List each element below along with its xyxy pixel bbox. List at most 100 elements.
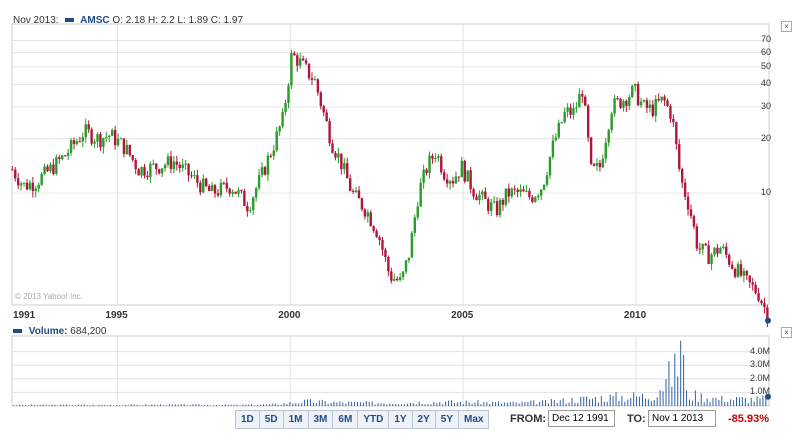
candle-body	[290, 53, 293, 86]
candle-body	[172, 161, 176, 169]
candle-body	[296, 55, 299, 66]
candle-body	[237, 190, 240, 194]
candle-body	[199, 182, 202, 193]
candle-body	[645, 100, 649, 108]
candle-body	[454, 176, 458, 184]
candle-body	[501, 199, 505, 205]
close-icon[interactable]: ×	[781, 21, 792, 32]
range-button-3m[interactable]: 3M	[307, 410, 333, 429]
candle-body	[531, 197, 534, 202]
candle-body	[478, 194, 481, 201]
candle-body	[196, 175, 199, 183]
candle-body	[525, 190, 528, 192]
candle-body	[301, 58, 305, 61]
range-button-5d[interactable]: 5D	[258, 410, 283, 429]
candle-body	[695, 226, 699, 249]
candle-body	[569, 107, 572, 115]
candle-body	[387, 257, 390, 272]
candle-body	[698, 248, 702, 250]
candle-body	[343, 163, 346, 170]
candle-body	[495, 201, 499, 216]
candle-body	[334, 152, 337, 158]
symbol-label: AMSC	[80, 15, 110, 26]
candle-body	[313, 79, 317, 81]
price-tick-label: 30	[760, 100, 771, 111]
candle-body	[93, 141, 96, 144]
candle-body	[445, 179, 449, 184]
candle-body	[604, 142, 607, 159]
candle-body	[322, 106, 325, 113]
candle-body	[281, 111, 284, 127]
candle-body	[601, 158, 605, 168]
time-tick-label: 2010	[623, 310, 647, 321]
range-button-max[interactable]: Max	[458, 410, 490, 429]
candle-body	[472, 189, 475, 197]
range-button-1m[interactable]: 1M	[282, 410, 308, 429]
candle-body	[272, 150, 275, 156]
from-date-input[interactable]	[548, 410, 615, 427]
candle-body	[413, 217, 417, 234]
range-button-ytd[interactable]: YTD	[357, 410, 389, 429]
candle-body	[137, 169, 140, 176]
candle-body	[202, 178, 205, 193]
candle-body	[704, 243, 707, 246]
candle-body	[96, 134, 99, 142]
candle-body	[713, 247, 716, 255]
candle-body	[128, 144, 132, 156]
volume-close-icon[interactable]: ×	[781, 327, 792, 338]
candle-body	[598, 162, 602, 168]
candle-body	[263, 167, 267, 175]
range-button-1y[interactable]: 1Y	[388, 410, 412, 429]
candle-body	[16, 178, 20, 186]
candle-body	[25, 182, 29, 190]
candle-body	[560, 122, 563, 124]
candle-body	[34, 188, 37, 192]
candle-body	[49, 164, 52, 172]
candle-body	[31, 182, 35, 192]
candle-body	[537, 195, 540, 198]
candle-body	[152, 163, 155, 165]
candle-body	[595, 162, 599, 166]
candle-body	[719, 248, 722, 254]
candle-body	[348, 178, 352, 191]
range-button-1d[interactable]: 1D	[235, 410, 259, 429]
candle-body	[487, 199, 490, 211]
price-tick-label: 50	[760, 60, 771, 71]
candle-body	[357, 190, 361, 199]
candle-body	[722, 246, 725, 249]
candle-body	[648, 104, 652, 108]
candle-body	[178, 164, 181, 169]
candle-body	[210, 185, 214, 192]
range-button-6m[interactable]: 6M	[332, 410, 358, 429]
ohlc-values: O: 2.18 H: 2.2 L: 1.89 C: 1.97	[112, 15, 244, 26]
candle-body	[102, 138, 105, 148]
candle-body	[246, 205, 249, 212]
range-button-5y[interactable]: 5Y	[434, 410, 459, 429]
candle-body	[287, 85, 290, 103]
candle-body	[686, 196, 690, 210]
candle-body	[607, 130, 610, 143]
candle-body	[539, 189, 543, 196]
candle-body	[727, 254, 731, 265]
candle-body	[716, 247, 719, 254]
range-button-2y[interactable]: 2Y	[411, 410, 435, 429]
candle-body	[213, 185, 217, 194]
price-plot-frame	[11, 23, 770, 306]
series-swatch	[65, 18, 75, 23]
candle-body	[140, 167, 143, 176]
candle-body	[542, 184, 546, 190]
candle-body	[99, 134, 102, 148]
candle-body	[710, 254, 713, 265]
candle-body	[116, 138, 120, 146]
candle-body	[636, 84, 640, 106]
candle-body	[410, 233, 414, 258]
candle-body	[422, 169, 425, 183]
candle-body	[157, 169, 161, 174]
candle-body	[622, 100, 625, 108]
candle-body	[557, 122, 560, 138]
candle-body	[434, 157, 437, 159]
time-tick-label: 2000	[278, 310, 301, 321]
candle-body	[666, 100, 669, 106]
to-date-input[interactable]	[648, 410, 716, 427]
